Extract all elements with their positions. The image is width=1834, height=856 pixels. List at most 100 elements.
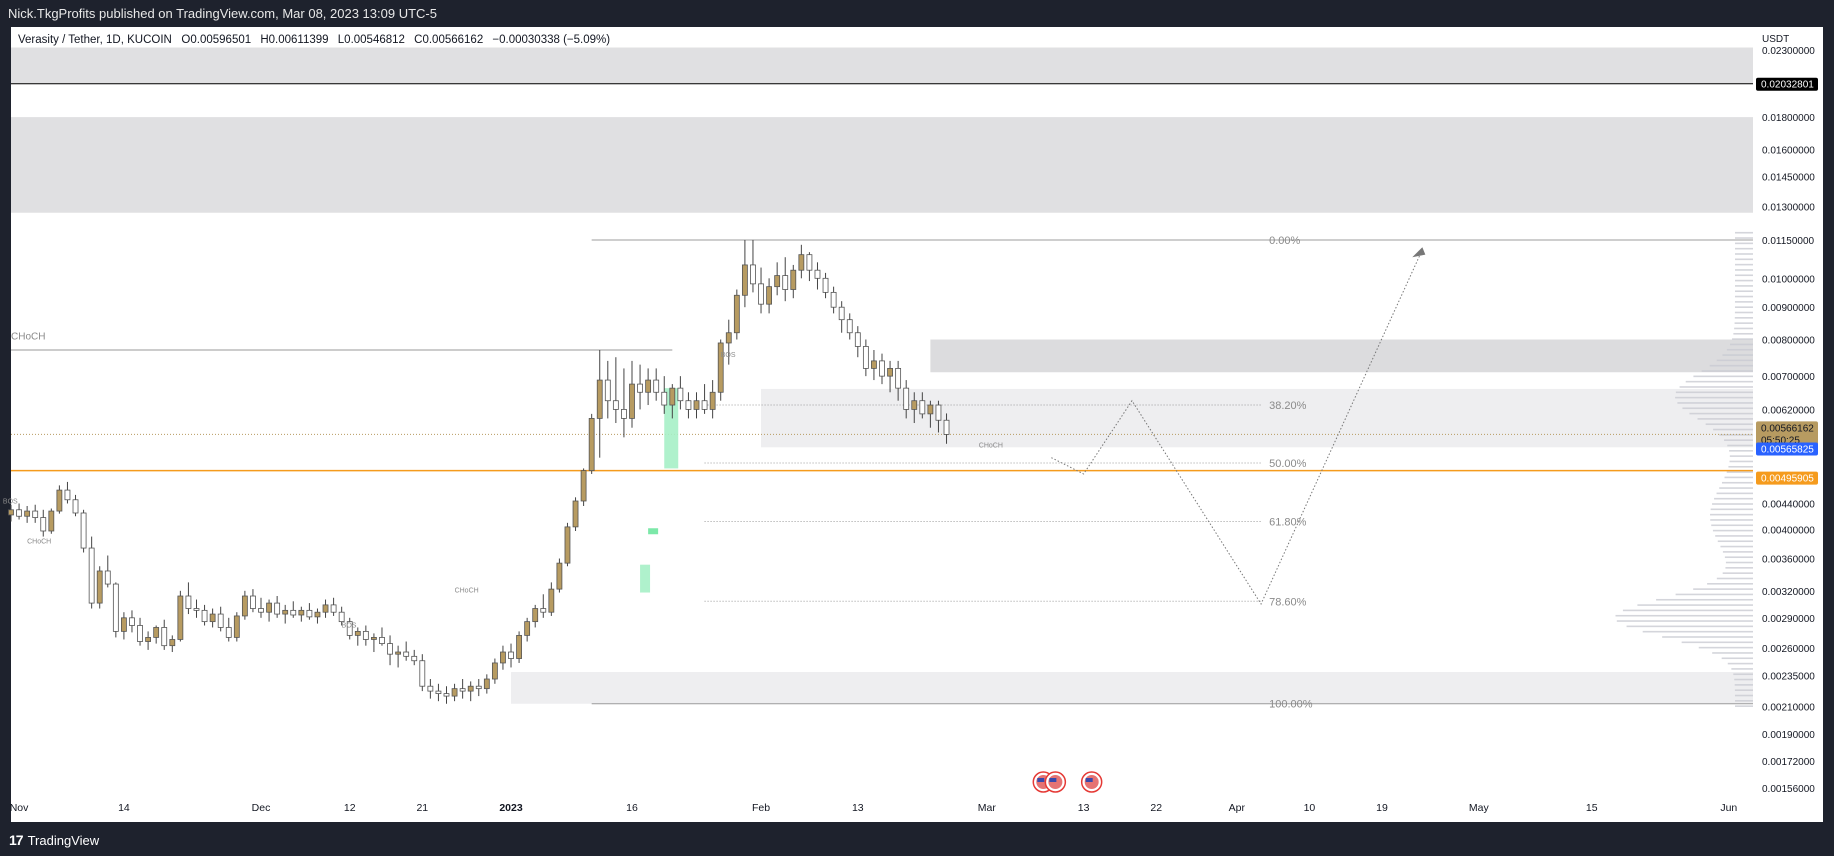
brand-name: TradingView <box>27 832 100 848</box>
time-axis-tick: 10 <box>1304 802 1316 814</box>
price-axis-tick: 0.01150000 <box>1762 236 1815 247</box>
candle-body <box>903 387 910 410</box>
candle <box>862 339 869 377</box>
candle-body <box>48 510 55 532</box>
volume-profile-bar <box>1726 348 1753 351</box>
candle <box>612 357 619 424</box>
volume-profile-bar <box>1735 269 1753 271</box>
time-axis-tick: Jun <box>1720 802 1737 814</box>
price-axis-tick: 0.00210000 <box>1762 702 1815 713</box>
candle-body <box>379 637 385 644</box>
price-label-text: 0.02032801 <box>1761 80 1814 91</box>
tradingview-logo-icon: 17 <box>9 832 24 848</box>
volume-profile-bar <box>1705 423 1753 426</box>
candle <box>758 267 764 314</box>
candle <box>225 617 232 642</box>
candle-body <box>540 608 547 613</box>
candle <box>532 604 539 628</box>
candle-body <box>798 254 805 271</box>
price-axis-tick: 0.01450000 <box>1762 172 1815 183</box>
price-axis-tick: 0.00440000 <box>1762 499 1815 510</box>
candle <box>693 392 700 419</box>
high-value: 0.00611399 <box>268 34 329 46</box>
candle-body <box>790 269 797 290</box>
candle <box>645 368 652 406</box>
candle <box>604 360 611 419</box>
high-label: H <box>260 34 269 46</box>
candle <box>588 413 595 474</box>
candle-body <box>354 630 361 636</box>
candle-body <box>548 588 555 613</box>
candle-body <box>556 562 563 590</box>
candle <box>596 349 603 458</box>
candle-body <box>169 639 176 647</box>
candle-body <box>427 685 434 692</box>
candle-body <box>701 400 708 410</box>
volume-profile-bar <box>1642 630 1753 633</box>
candle-body <box>217 613 224 628</box>
fvg-box <box>640 564 651 593</box>
time-axis-tick: 15 <box>1586 802 1598 814</box>
candle <box>564 522 571 567</box>
low-demand-zone <box>511 672 1753 704</box>
volume-profile-bar <box>1732 338 1753 340</box>
price-axis-tick: 0.01800000 <box>1762 113 1815 124</box>
candle-body <box>725 332 732 344</box>
candle <box>653 368 660 401</box>
candle <box>741 239 748 308</box>
candle <box>725 319 732 365</box>
event-flag-canton <box>1049 778 1057 782</box>
candle <box>798 244 805 279</box>
candle-body <box>919 400 926 415</box>
volume-profile-bar <box>1681 641 1753 644</box>
volume-profile-bar <box>1735 263 1753 266</box>
volume-profile-bar <box>1734 306 1753 308</box>
volume-profile-bar <box>1734 705 1753 707</box>
candle-body <box>201 609 208 623</box>
candle <box>451 683 458 702</box>
volume-profile-bar <box>1677 402 1753 404</box>
volume-profile-bar <box>1734 290 1753 293</box>
candle <box>56 485 63 514</box>
candle <box>943 413 950 444</box>
candle-body <box>298 609 305 616</box>
volume-profile-bar <box>1616 620 1753 622</box>
open-label: O <box>181 34 191 46</box>
volume-profile-bar <box>1734 279 1753 282</box>
time-axis-tick: Nov <box>10 802 29 814</box>
candle <box>161 619 168 650</box>
volume-profile-bar <box>1734 689 1753 691</box>
candle-body <box>274 602 281 615</box>
price-axis-tick: 0.00620000 <box>1762 405 1815 416</box>
candle-body <box>193 608 200 611</box>
candle <box>217 606 224 632</box>
volume-profile-bar <box>1712 529 1753 532</box>
price-axis: 0.02300000 0.01800000 0.01600000 0.01450000… <box>1756 46 1818 795</box>
candle <box>919 392 926 419</box>
candle <box>354 627 361 646</box>
volume-profile-bar <box>1712 503 1753 505</box>
tradingview-logo[interactable]: 17 TradingView <box>9 832 99 848</box>
candle-body <box>895 368 902 389</box>
candle-body <box>266 602 272 613</box>
price-axis-tick: 0.00360000 <box>1762 555 1815 566</box>
candle <box>338 606 345 626</box>
candle-body <box>16 509 22 517</box>
candle-body <box>677 387 684 402</box>
candle-body <box>653 379 660 393</box>
us-event-flag-icon <box>1044 771 1067 793</box>
price-axis-tick: 0.01300000 <box>1762 202 1815 213</box>
time-axis-tick: Apr <box>1229 802 1246 814</box>
close-label: C <box>414 34 423 46</box>
candle <box>516 631 522 663</box>
fib-level-label: 78.60% <box>1269 596 1307 608</box>
footer-bar: 17 TradingView <box>0 822 1834 856</box>
candle-body <box>129 617 135 626</box>
candle <box>193 599 200 618</box>
candle <box>637 364 643 410</box>
candle-body <box>750 264 756 285</box>
volume-profile-bar <box>1733 332 1753 335</box>
volume-profile-bar <box>1656 598 1753 601</box>
price-label: 0.00495905 <box>1756 471 1818 485</box>
